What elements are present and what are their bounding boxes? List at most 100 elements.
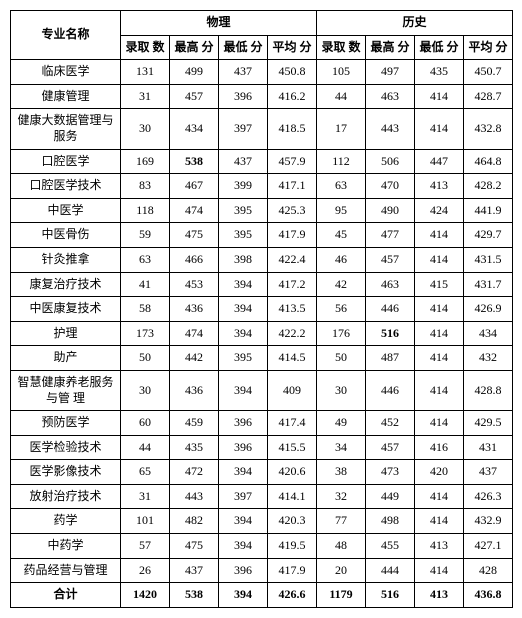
cell-p_avg: 413.5: [268, 297, 317, 322]
cell-h_max: 457: [366, 435, 415, 460]
table-row: 康复治疗技术41453394417.242463415431.7: [11, 272, 513, 297]
cell-h_max: 444: [366, 558, 415, 583]
cell-p_avg: 457.9: [268, 149, 317, 174]
cell-h_max: 473: [366, 460, 415, 485]
cell-h_avg: 434: [464, 321, 513, 346]
cell-h_avg: 431.5: [464, 247, 513, 272]
cell-p_min: 394: [219, 272, 268, 297]
cell-h_avg: 431: [464, 435, 513, 460]
cell-p_cnt: 59: [121, 223, 170, 248]
cell-name: 医学检验技术: [11, 435, 121, 460]
table-row: 药品经营与管理26437396417.920444414428: [11, 558, 513, 583]
cell-p_min: 395: [219, 223, 268, 248]
cell-h_min: 414: [415, 346, 464, 371]
cell-h_cnt: 176: [317, 321, 366, 346]
cell-p_avg: 425.3: [268, 198, 317, 223]
header-phys-avg: 平均 分: [268, 35, 317, 60]
cell-p_avg: 419.5: [268, 534, 317, 559]
cell-name: 护理: [11, 321, 121, 346]
table-row: 口腔医学169538437457.9112506447464.8: [11, 149, 513, 174]
cell-h_max: 452: [366, 411, 415, 436]
cell-p_min: 397: [219, 109, 268, 149]
cell-name: 医学影像技术: [11, 460, 121, 485]
total-cell-h_avg: 436.8: [464, 583, 513, 608]
table-row: 中药学57475394419.548455413427.1: [11, 534, 513, 559]
cell-p_cnt: 58: [121, 297, 170, 322]
cell-h_cnt: 42: [317, 272, 366, 297]
header-phys-max: 最高 分: [170, 35, 219, 60]
cell-h_max: 457: [366, 247, 415, 272]
cell-h_avg: 464.8: [464, 149, 513, 174]
cell-p_max: 434: [170, 109, 219, 149]
total-cell-h_cnt: 1179: [317, 583, 366, 608]
cell-h_cnt: 30: [317, 370, 366, 410]
cell-h_avg: 428.8: [464, 370, 513, 410]
cell-p_cnt: 26: [121, 558, 170, 583]
cell-p_min: 394: [219, 534, 268, 559]
cell-p_cnt: 50: [121, 346, 170, 371]
cell-p_cnt: 63: [121, 247, 170, 272]
cell-h_avg: 426.3: [464, 484, 513, 509]
cell-p_min: 394: [219, 509, 268, 534]
cell-h_min: 413: [415, 534, 464, 559]
cell-h_min: 414: [415, 84, 464, 109]
header-phys-admit: 录取 数: [121, 35, 170, 60]
cell-h_avg: 437: [464, 460, 513, 485]
cell-h_cnt: 112: [317, 149, 366, 174]
cell-h_max: 446: [366, 297, 415, 322]
cell-h_avg: 432.9: [464, 509, 513, 534]
cell-name: 中医康复技术: [11, 297, 121, 322]
cell-p_cnt: 83: [121, 174, 170, 199]
cell-h_min: 413: [415, 174, 464, 199]
cell-h_cnt: 17: [317, 109, 366, 149]
cell-h_min: 435: [415, 60, 464, 85]
cell-h_min: 414: [415, 297, 464, 322]
cell-h_min: 414: [415, 247, 464, 272]
table-body: 临床医学131499437450.8105497435450.7健康管理3145…: [11, 60, 513, 608]
cell-h_max: 498: [366, 509, 415, 534]
cell-p_max: 474: [170, 198, 219, 223]
cell-p_max: 538: [170, 149, 219, 174]
total-cell-h_min: 413: [415, 583, 464, 608]
cell-h_avg: 432.8: [464, 109, 513, 149]
cell-p_avg: 417.9: [268, 223, 317, 248]
cell-name: 放射治疗技术: [11, 484, 121, 509]
cell-p_avg: 409: [268, 370, 317, 410]
cell-h_min: 414: [415, 223, 464, 248]
cell-h_max: 463: [366, 84, 415, 109]
cell-p_max: 475: [170, 534, 219, 559]
cell-p_min: 399: [219, 174, 268, 199]
cell-name: 中药学: [11, 534, 121, 559]
cell-p_max: 499: [170, 60, 219, 85]
cell-h_max: 455: [366, 534, 415, 559]
cell-h_avg: 432: [464, 346, 513, 371]
table-header: 专业名称 物理 历史 录取 数 最高 分 最低 分 平均 分 录取 数 最高 分…: [11, 11, 513, 60]
cell-p_min: 394: [219, 321, 268, 346]
table-row: 放射治疗技术31443397414.132449414426.3: [11, 484, 513, 509]
cell-p_max: 457: [170, 84, 219, 109]
table-row: 助产50442395414.550487414432: [11, 346, 513, 371]
cell-name: 智慧健康养老服务与管 理: [11, 370, 121, 410]
cell-h_min: 415: [415, 272, 464, 297]
cell-h_cnt: 63: [317, 174, 366, 199]
table-row: 健康管理31457396416.244463414428.7: [11, 84, 513, 109]
cell-name: 针灸推拿: [11, 247, 121, 272]
cell-p_max: 482: [170, 509, 219, 534]
cell-h_max: 506: [366, 149, 415, 174]
table-row: 针灸推拿63466398422.446457414431.5: [11, 247, 513, 272]
cell-p_avg: 417.1: [268, 174, 317, 199]
header-hist-avg: 平均 分: [464, 35, 513, 60]
cell-h_cnt: 105: [317, 60, 366, 85]
cell-name: 预防医学: [11, 411, 121, 436]
cell-name: 口腔医学: [11, 149, 121, 174]
cell-p_avg: 416.2: [268, 84, 317, 109]
cell-p_avg: 415.5: [268, 435, 317, 460]
cell-h_cnt: 45: [317, 223, 366, 248]
table-row: 药学101482394420.377498414432.9: [11, 509, 513, 534]
cell-h_min: 416: [415, 435, 464, 460]
cell-name: 健康管理: [11, 84, 121, 109]
cell-name: 健康大数据管理与服务: [11, 109, 121, 149]
total-cell-h_max: 516: [366, 583, 415, 608]
cell-p_avg: 417.9: [268, 558, 317, 583]
cell-h_cnt: 32: [317, 484, 366, 509]
